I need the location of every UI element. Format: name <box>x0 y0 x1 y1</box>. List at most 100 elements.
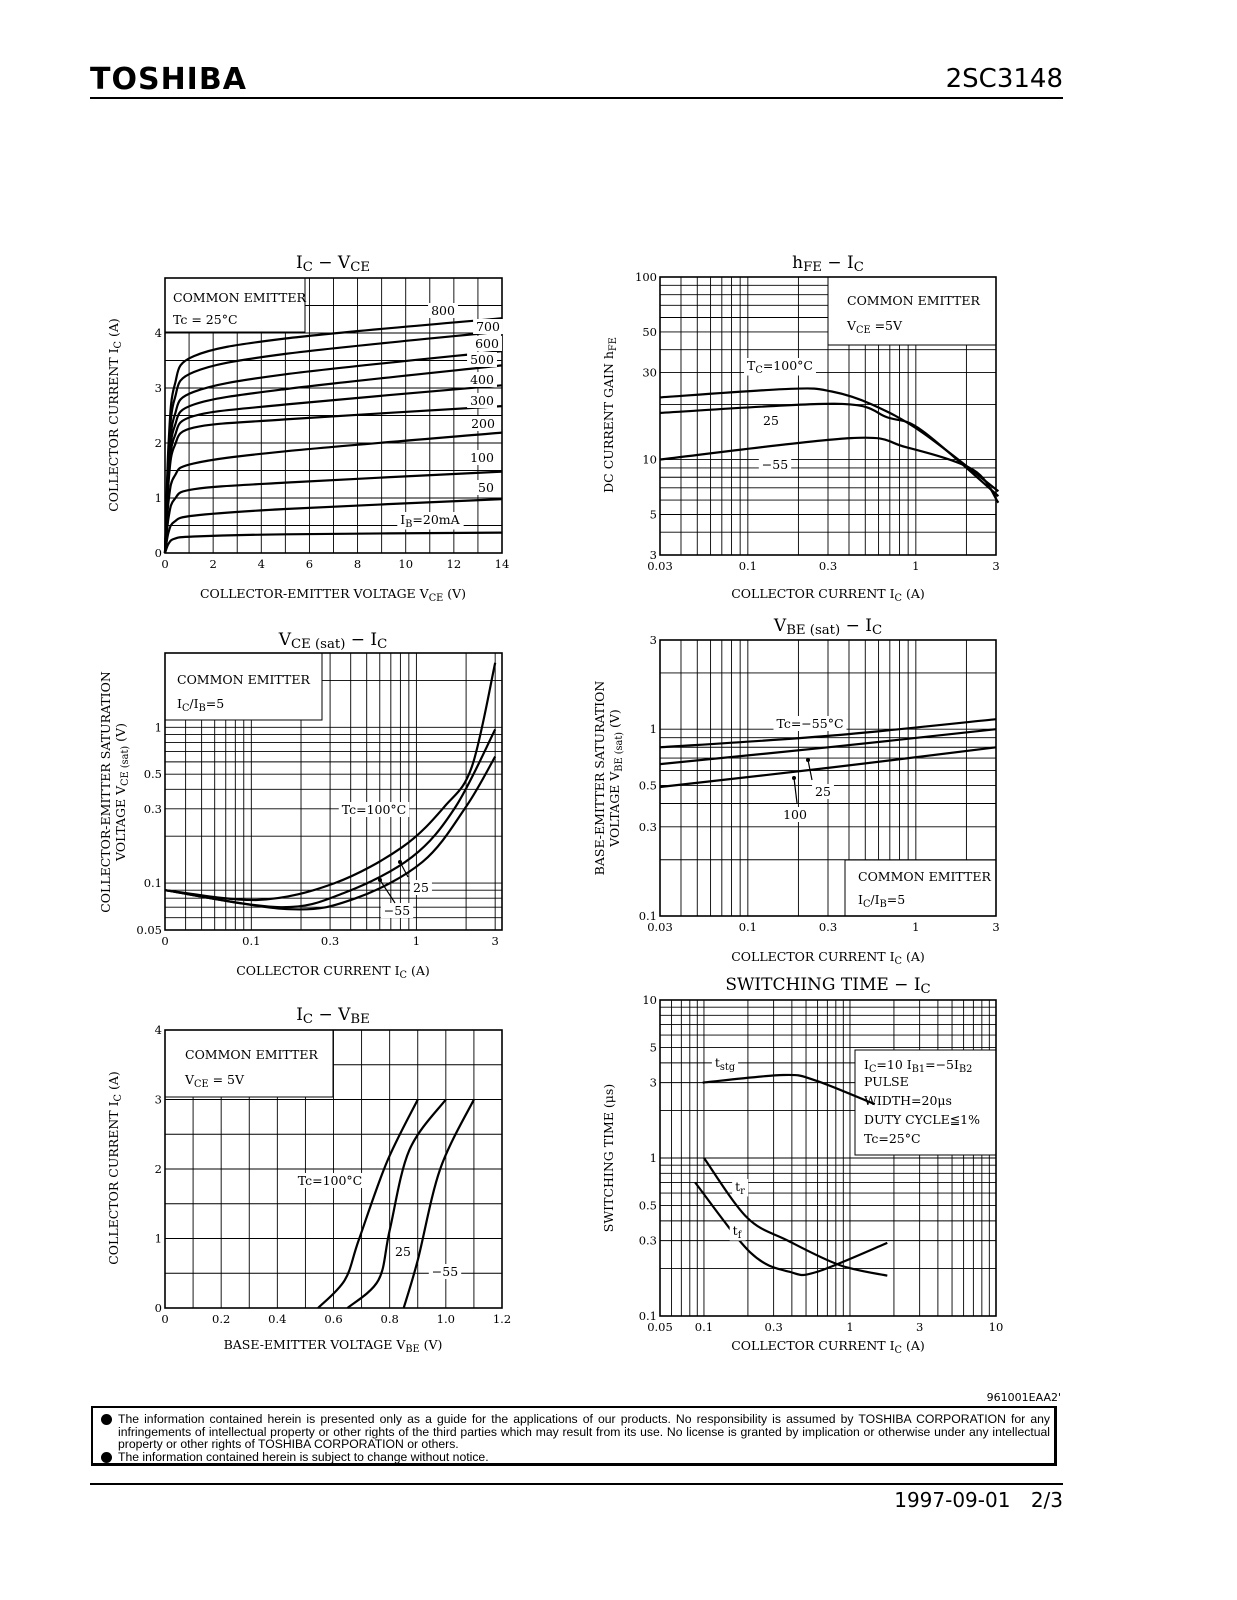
text-run: 3 <box>155 1093 162 1107</box>
pointer-arrow-icon <box>379 879 396 904</box>
y-tick-label: 0.3 <box>144 802 162 816</box>
text-run: 200 <box>471 416 495 431</box>
plot-frame <box>164 652 503 931</box>
x-tick-label: 0.6 <box>324 1312 342 1326</box>
subscript: CE <box>856 325 871 336</box>
series-label-bg <box>467 450 497 465</box>
x-tick-label: 0.2 <box>212 1312 230 1326</box>
y-axis-label: DC CURRENT GAIN hFE <box>601 337 619 493</box>
text-run: 25 <box>763 413 779 428</box>
text-run: (A) <box>902 1338 925 1353</box>
disclaimer-text: The information contained herein is subj… <box>118 1449 489 1464</box>
text-run: 1 <box>650 722 657 736</box>
subscript: CE <box>194 1079 209 1090</box>
subscript: C <box>921 982 931 997</box>
y-tick-label: 10 <box>642 993 657 1007</box>
x-tick-label: 2 <box>209 557 216 571</box>
text-run: 50 <box>642 325 657 339</box>
document-code: 961001EAA2' <box>986 1391 1061 1404</box>
text-run: 0.3 <box>639 820 657 834</box>
subscript: C <box>854 260 864 275</box>
text-run: 0.1 <box>739 559 757 573</box>
arrow-head-icon <box>806 758 810 762</box>
y-tick-label: 1 <box>155 1232 162 1246</box>
y-tick-label: 0.1 <box>639 909 657 923</box>
subscript: C <box>303 1012 313 1027</box>
series-label-bg <box>380 903 414 918</box>
text-run: 12 <box>447 557 462 571</box>
text-run: 0.1 <box>639 909 657 923</box>
text-run: −55 <box>432 1264 458 1279</box>
series-line <box>346 1098 447 1309</box>
x-tick-label: 0.3 <box>321 934 339 948</box>
text-run: 0 <box>155 546 162 560</box>
y-tick-label: 50 <box>642 325 657 339</box>
series-line <box>163 405 503 554</box>
series-label: −55 <box>432 1264 458 1279</box>
subscript: C <box>377 637 387 652</box>
pointer-arrow-icon <box>793 777 798 804</box>
text-run: (V) <box>420 1337 443 1352</box>
text-run: 2 <box>209 557 216 571</box>
y-tick-label: 0.5 <box>639 1199 657 1213</box>
x-tick-label: 0 <box>161 557 168 571</box>
text-run: 0.1 <box>739 920 757 934</box>
text-run: 0.4 <box>268 1312 286 1326</box>
chart-title: IC − VCE <box>296 253 370 275</box>
text-run: I <box>858 892 863 907</box>
series-line <box>659 746 997 789</box>
text-run: 0.5 <box>144 767 162 781</box>
y-axis-label: COLLECTOR CURRENT IC (A) <box>106 318 124 512</box>
text-run: 0.03 <box>647 559 673 573</box>
legend-text: VCE =5V <box>846 318 903 336</box>
y-tick-label: 0 <box>155 546 162 560</box>
text-run: 0.1 <box>639 1309 657 1323</box>
text-run: − V <box>313 1005 351 1025</box>
text-run: −55 <box>384 903 410 918</box>
series-label: 500 <box>470 352 494 367</box>
series-line <box>163 431 503 554</box>
text-run: 0.3 <box>144 802 162 816</box>
series-label-bg <box>397 512 464 530</box>
text-run: Tc = 25°C <box>173 312 238 327</box>
legend-box <box>164 652 323 721</box>
y-tick-label: 2 <box>155 436 162 450</box>
subscript: B <box>199 703 206 714</box>
series-label: 400 <box>470 372 494 387</box>
x-tick-label: 10 <box>989 1320 1004 1334</box>
text-run: 1 <box>155 1232 162 1246</box>
series-label-bg <box>780 807 810 822</box>
text-run: Tc=25°C <box>864 1131 921 1146</box>
series-label: 25 <box>395 1244 411 1259</box>
text-run: 0.3 <box>639 1234 657 1248</box>
x-axis-label: COLLECTOR CURRENT IC (A) <box>236 963 430 981</box>
y-tick-label: 5 <box>650 508 657 522</box>
chart-title: VCE (sat) − IC <box>278 630 388 652</box>
text-run: 4 <box>155 1023 162 1037</box>
text-run: 3 <box>992 559 999 573</box>
text-run: WIDTH=20μs <box>864 1093 952 1108</box>
chart-title: VBE (sat) − IC <box>773 616 882 638</box>
text-run: 0 <box>155 1301 162 1315</box>
series-line <box>163 470 503 554</box>
text-run: COMMON EMITTER <box>185 1047 318 1062</box>
text-run: 2 <box>155 1162 162 1176</box>
series-label-bg <box>294 1173 366 1188</box>
subscript: CE <box>429 593 444 604</box>
text-run: 0.3 <box>819 559 837 573</box>
text-run: 3 <box>650 1076 657 1090</box>
subscript: C <box>895 1345 902 1356</box>
pointer-arrow-icon <box>399 861 409 878</box>
legend-text: IC=10 IB1=−5IB2 <box>864 1057 972 1075</box>
legend-text: COMMON EMITTER <box>847 293 980 308</box>
x-tick-label: 1 <box>912 920 919 934</box>
series-line <box>694 1181 888 1277</box>
text-run: 25 <box>815 784 831 799</box>
text-run: = 5V <box>209 1072 245 1087</box>
text-run: COLLECTOR CURRENT I <box>106 348 121 511</box>
subscript: C <box>400 970 407 981</box>
plot-frame <box>164 1029 503 1309</box>
text-run: 0 <box>161 934 168 948</box>
